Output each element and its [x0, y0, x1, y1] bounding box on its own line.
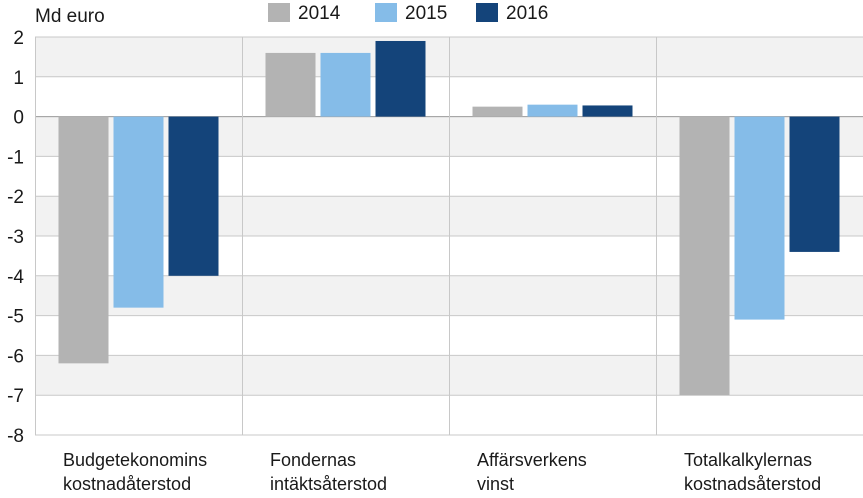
category-label: kostnadåterstod — [63, 474, 191, 494]
bar-2014-2 — [472, 106, 523, 117]
bar-2016-0 — [168, 116, 219, 276]
y-tick-label: -2 — [7, 187, 24, 208]
y-tick-label: 0 — [13, 108, 24, 129]
y-axis-ticks: 2 1 0 -1 -2 -3 -4 -5 -6 -7 -8 — [7, 28, 24, 447]
y-tick-label: -8 — [7, 426, 24, 447]
bar-2015-0 — [113, 116, 164, 308]
category-label: Affärsverkens — [477, 450, 587, 470]
category-label: intäktsåterstod — [270, 474, 387, 494]
legend-label-2016: 2016 — [506, 3, 548, 24]
legend-label-2014: 2014 — [298, 3, 341, 24]
category-labels: Budgetekonomins kostnadåterstod Fondernas i… — [63, 450, 821, 494]
bar-2016-3 — [789, 116, 840, 252]
bar-2014-0 — [58, 116, 109, 364]
y-tick-label: -4 — [7, 267, 24, 288]
category-label: vinst — [477, 474, 514, 494]
y-tick-label: -6 — [7, 346, 24, 367]
legend-swatch-2016 — [476, 3, 498, 22]
bar-2016-2 — [582, 105, 633, 117]
y-tick-label: -7 — [7, 386, 24, 407]
y-tick-label: -1 — [7, 147, 24, 168]
y-tick-label: -5 — [7, 307, 24, 328]
bar-2016-1 — [375, 40, 426, 117]
legend-label-2015: 2015 — [405, 3, 447, 24]
bar-2014-1 — [265, 52, 316, 117]
bar-2015-3 — [734, 116, 785, 320]
y-tick-label: 1 — [13, 68, 24, 89]
bar-2015-1 — [320, 52, 371, 117]
category-label: Budgetekonomins — [63, 450, 207, 470]
legend-swatch-2015 — [375, 3, 397, 22]
legend: 2014 2015 2016 — [268, 3, 548, 24]
bar-2014-3 — [679, 116, 730, 396]
category-label: Fondernas — [270, 450, 356, 470]
y-tick-label: 2 — [13, 28, 24, 49]
y-tick-label: -3 — [7, 227, 24, 248]
category-label: Totalkalkylernas — [684, 450, 812, 470]
bars — [58, 40, 840, 396]
y-unit-label: Md euro — [35, 6, 105, 27]
category-separators — [35, 37, 657, 435]
bar-2015-2 — [527, 104, 578, 117]
category-label: kostnadsåterstod — [684, 474, 821, 494]
legend-swatch-2014 — [268, 3, 290, 22]
